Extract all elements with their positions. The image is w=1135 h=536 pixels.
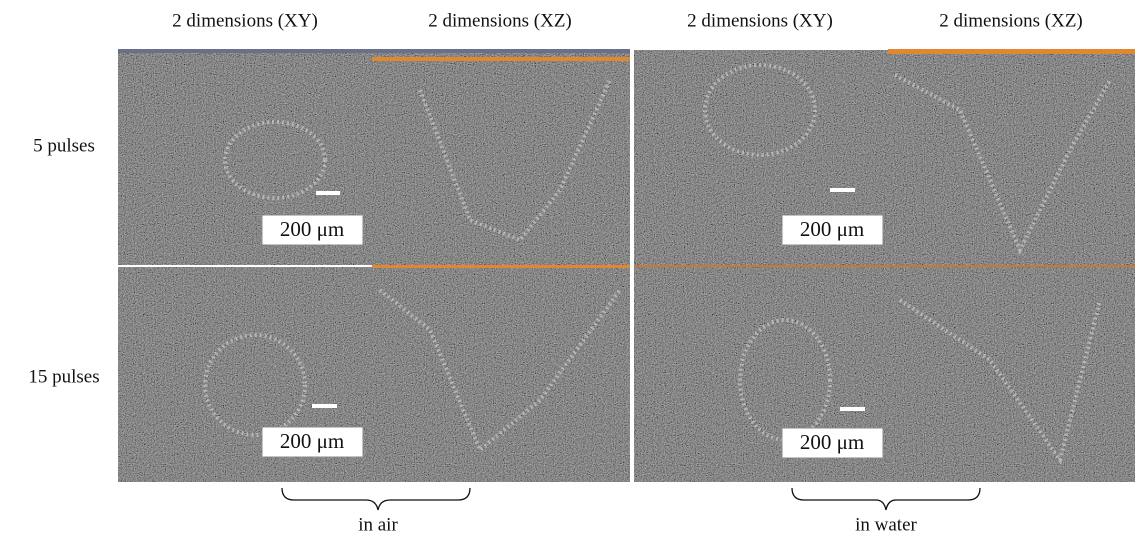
column-header: 2 dimensions (XY) — [687, 10, 833, 31]
group-label: in water — [855, 514, 917, 535]
scale-label: 200 μm — [280, 217, 344, 241]
brace — [282, 488, 470, 510]
scale-label: 200 μm — [800, 217, 864, 241]
border — [372, 57, 630, 61]
scale-label: 200 μm — [280, 429, 344, 453]
column-header: 2 dimensions (XZ) — [428, 10, 572, 31]
border — [888, 49, 1135, 54]
row-label: 5 pulses — [33, 135, 95, 156]
panel — [372, 267, 630, 482]
row-label: 15 pulses — [28, 366, 99, 387]
panel — [372, 50, 630, 265]
column-header: 2 dimensions (XZ) — [939, 10, 1083, 31]
panels — [118, 49, 1135, 482]
column-header: 2 dimensions (XY) — [172, 10, 318, 31]
border — [372, 265, 630, 268]
border — [118, 49, 630, 53]
braces — [282, 488, 980, 510]
group-label: in air — [358, 514, 398, 535]
panel — [888, 267, 1135, 482]
brace — [792, 488, 980, 510]
scale-label: 200 μm — [800, 430, 864, 454]
figure: 200 μm 200 μm 200 μm 200 μm 2 dimensions… — [0, 0, 1135, 536]
border — [634, 265, 1135, 267]
